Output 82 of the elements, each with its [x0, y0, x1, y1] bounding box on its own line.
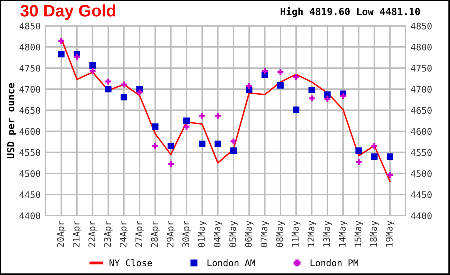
point: [356, 159, 362, 166]
y2-tick-label: 4850: [411, 22, 432, 30]
point: [215, 112, 222, 119]
point: [277, 82, 284, 89]
point: [168, 143, 174, 150]
point: [105, 86, 112, 93]
x-tick-label: 20Apr: [57, 221, 66, 248]
y2-tick-label: 4400: [411, 212, 432, 220]
chart-subtitle: High 4819.60 Low 4481.10: [280, 7, 420, 18]
x-tick-label: 04May: [214, 221, 222, 248]
x-tick-label: 13May: [323, 221, 332, 247]
point: [371, 154, 378, 160]
x-tick-label: 07May: [260, 221, 270, 248]
point: [372, 143, 378, 150]
point: [246, 83, 252, 90]
y-tick-label: 4650: [20, 107, 40, 114]
y-tick-label: 4600: [20, 128, 40, 136]
point: [340, 94, 346, 100]
y-axis-title: USD per ounce: [7, 83, 17, 159]
point: [324, 92, 331, 98]
y2-tick-label: 4750: [411, 65, 432, 72]
x-tick-label: 14May: [339, 221, 348, 247]
point: [152, 143, 158, 150]
y-tick-label: 4800: [20, 44, 40, 51]
point: [386, 154, 394, 160]
y-tick-label: 4750: [20, 65, 40, 72]
point: [120, 94, 128, 101]
y-tick-label: 4400: [20, 212, 40, 220]
point: [199, 112, 206, 119]
point: [168, 161, 174, 168]
x-tick-label: 12May: [308, 221, 316, 247]
x-tick-label: 15May: [354, 221, 364, 247]
x-tick-label: 01May: [198, 221, 207, 248]
x-tick-label: 19May: [386, 221, 395, 247]
point: [293, 74, 300, 80]
y-tick-label: 4450: [20, 192, 40, 198]
x-tick-label: 28Apr: [151, 221, 160, 248]
y-tick-label: 4700: [20, 86, 40, 93]
x-tick-label: 18May: [370, 221, 379, 247]
legend-label: London AM: [208, 260, 256, 266]
point: [74, 54, 80, 60]
x-tick-label: 11May: [292, 221, 301, 247]
x-tick-label: 30Apr: [182, 221, 192, 248]
point: [58, 38, 64, 44]
point: [356, 148, 362, 154]
point: [278, 69, 284, 76]
y2-tick-label: 4500: [411, 170, 432, 178]
point: [152, 124, 159, 130]
x-tick-label: 08May: [276, 221, 286, 248]
y-tick-label: 4850: [20, 22, 40, 30]
y2-tick-label: 4450: [411, 192, 432, 198]
legend-label: London PM: [310, 260, 358, 266]
point: [308, 86, 316, 94]
x-tick-label: 23Apr: [104, 221, 113, 248]
point: [324, 96, 331, 102]
point: [184, 118, 190, 124]
y-tick-label: 4550: [20, 149, 40, 156]
point: [309, 96, 315, 102]
x-tick-label: 22Apr: [88, 221, 98, 248]
point: [230, 138, 237, 145]
x-tick-label: 21Apr: [73, 221, 82, 248]
x-tick-label: 29Apr: [166, 221, 176, 248]
x-tick-label: 06May: [245, 221, 254, 248]
x-tick-label: 24Apr: [120, 221, 129, 248]
point: [106, 78, 112, 85]
point: [293, 106, 300, 114]
point: [58, 51, 65, 58]
x-tick-label: 27Apr: [136, 221, 144, 248]
point: [184, 124, 190, 130]
y2-tick-label: 4600: [411, 128, 432, 136]
y2-tick-label: 4650: [411, 107, 432, 114]
x-tick-label: 05May: [230, 221, 238, 248]
y-tick-label: 4500: [20, 170, 40, 178]
point: [90, 62, 96, 70]
y2-tick-label: 4700: [411, 86, 432, 93]
point: [230, 148, 237, 154]
point: [199, 140, 206, 148]
chart-title: 30 Day Gold: [20, 4, 116, 20]
legend-label: NY Close: [110, 259, 152, 266]
y2-tick-label: 4800: [411, 44, 432, 51]
y2-tick-label: 4550: [411, 149, 432, 156]
point: [214, 140, 222, 148]
